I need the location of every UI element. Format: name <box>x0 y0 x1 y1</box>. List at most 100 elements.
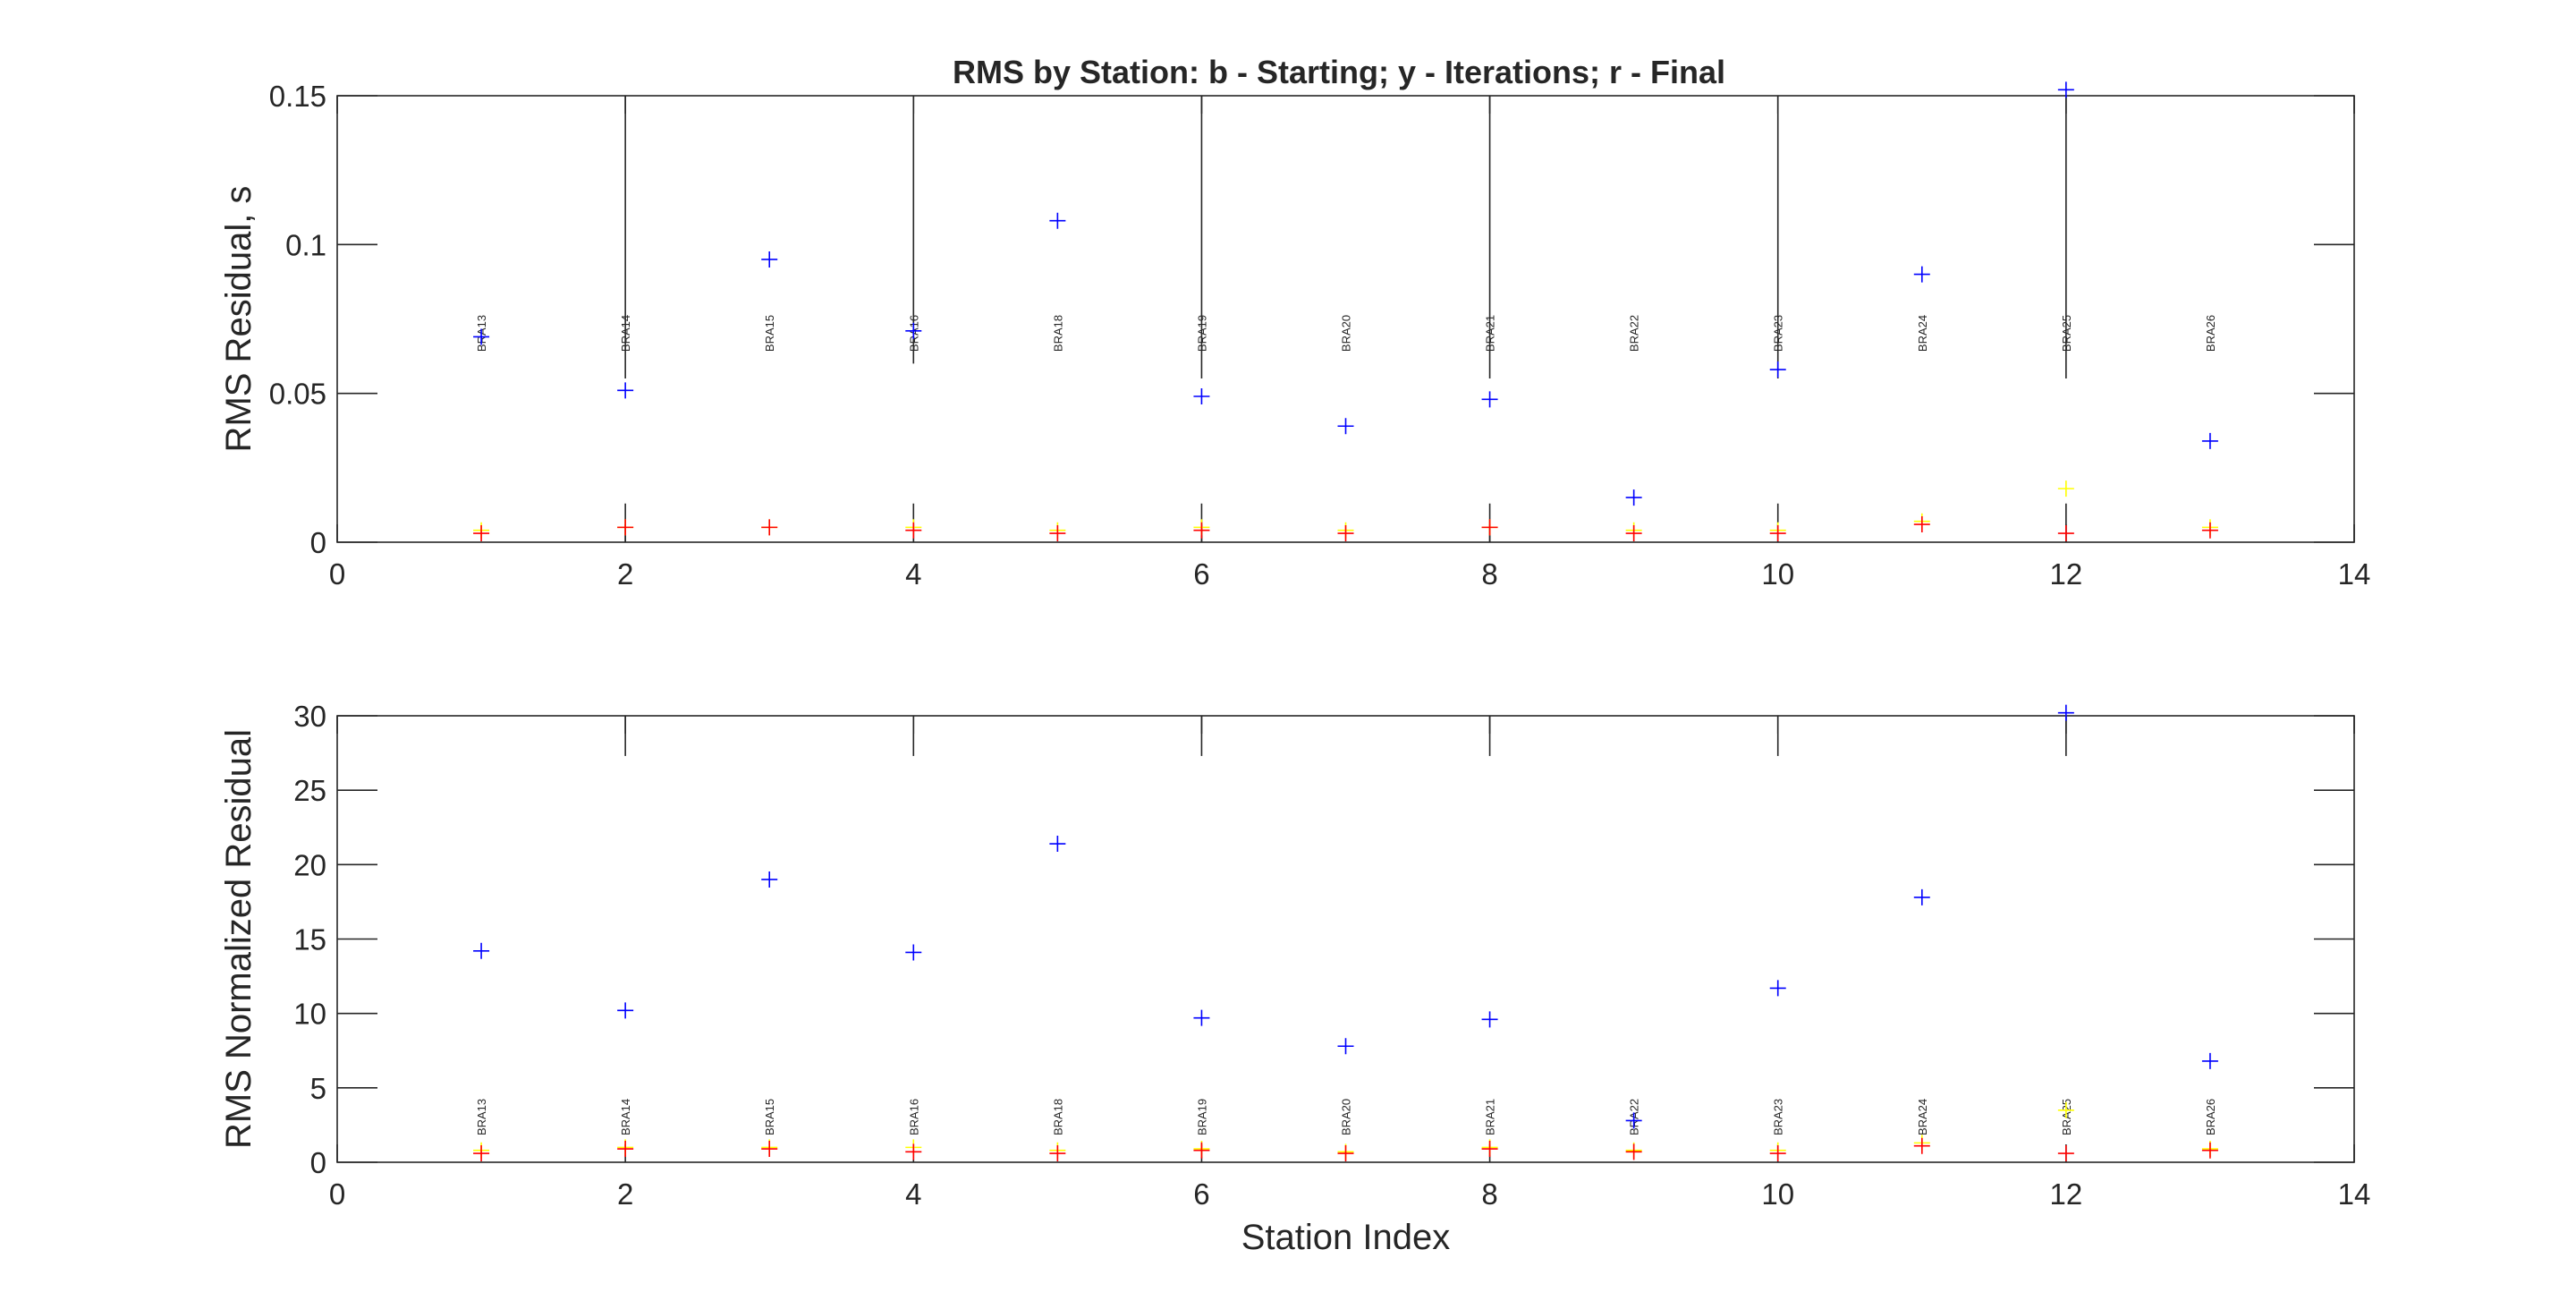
data-point-marker <box>1337 1145 1354 1162</box>
data-point-marker <box>1625 1143 1642 1160</box>
data-point-marker <box>1913 516 1930 533</box>
y-tick-label: 20 <box>293 848 326 881</box>
data-point-marker <box>905 1143 922 1160</box>
data-point-marker <box>1625 489 1642 506</box>
station-label: BRA20 <box>1340 1099 1353 1135</box>
data-point-marker <box>617 519 634 536</box>
data-point-marker <box>1049 212 1066 229</box>
station-label: BRA18 <box>1051 1099 1064 1135</box>
data-point-marker <box>1337 525 1354 542</box>
x-tick-label: 14 <box>2338 557 2371 591</box>
data-point-marker <box>1193 387 1210 404</box>
y-tick-label: 25 <box>293 774 326 807</box>
data-point-marker <box>617 1002 634 1019</box>
x-tick-label: 6 <box>1193 1177 1209 1211</box>
station-label: BRA14 <box>619 315 632 352</box>
x-tick-label: 10 <box>1761 557 1794 591</box>
y-axis-label: RMS Normalized Residual <box>219 729 258 1149</box>
x-axis-label: Station Index <box>1241 1218 1451 1257</box>
data-point-marker <box>1193 1142 1210 1159</box>
rms-normalized-residual-plot: 0 2 4 6 8 10 12 14 0 5 10 15 20 25 30 Station Index RMS … <box>219 700 2370 1257</box>
data-point-marker <box>2201 432 2218 449</box>
station-label: BRA24 <box>1916 1099 1929 1135</box>
station-label: BRA19 <box>1195 315 1208 352</box>
y-tick-label: 0.05 <box>269 378 326 411</box>
y-tick-label: 30 <box>293 700 326 733</box>
rms-residual-plot: 0 2 4 6 8 10 12 14 0 0.05 0.1 0.15 RMS Residual, s BR… <box>219 80 2370 591</box>
data-point-marker <box>2057 525 2074 542</box>
y-tick-label: 0 <box>310 1146 326 1179</box>
station-label: BRA18 <box>1051 315 1064 352</box>
y-tick-label: 0.1 <box>285 228 326 261</box>
data-point-marker <box>473 1145 490 1162</box>
data-point-marker <box>1625 1112 1642 1129</box>
data-point-marker <box>905 522 922 539</box>
station-label: BRA21 <box>1484 1099 1497 1135</box>
data-point-marker <box>1193 522 1210 539</box>
data-point-marker <box>1625 525 1642 542</box>
x-tick-label: 12 <box>2049 557 2082 591</box>
data-point-marker <box>1913 888 1930 905</box>
x-tick-label: 10 <box>1761 1177 1794 1211</box>
axes-box <box>336 95 2355 543</box>
data-point-marker <box>1769 361 1786 378</box>
data-point-marker <box>1481 1011 1498 1028</box>
x-tick-label: 2 <box>617 1177 633 1211</box>
data-point-marker <box>1769 525 1786 542</box>
data-point-marker <box>905 944 922 961</box>
data-point-marker <box>2201 1052 2218 1069</box>
x-tick-label: 8 <box>1481 1177 1497 1211</box>
station-label: BRA23 <box>1772 1099 1785 1135</box>
station-label: BRA20 <box>1340 315 1353 352</box>
station-label: BRA16 <box>907 1099 920 1135</box>
axes-box <box>336 715 2355 1163</box>
station-label: BRA26 <box>2204 315 2217 352</box>
data-point-marker <box>905 322 922 339</box>
x-tick-label: 8 <box>1481 557 1497 591</box>
data-point-marker <box>473 942 490 959</box>
x-tick-label: 0 <box>329 557 345 591</box>
data-point-marker <box>1913 1137 1930 1154</box>
y-axis-label: RMS Residual, s <box>219 186 258 453</box>
data-point-marker <box>1049 1145 1066 1162</box>
data-point-marker <box>2057 1145 2074 1162</box>
data-point-marker <box>617 1141 634 1158</box>
x-tick-label: 4 <box>905 1177 921 1211</box>
data-point-marker <box>2057 480 2074 497</box>
station-label: BRA26 <box>2204 1099 2217 1135</box>
station-label: BRA15 <box>763 315 776 352</box>
x-tick-label: 14 <box>2338 1177 2371 1211</box>
figure-title: RMS by Station: b - Starting; y - Iterat… <box>953 54 1725 90</box>
x-tick-label: 4 <box>905 557 921 591</box>
data-point-marker <box>1769 1145 1786 1162</box>
data-point-marker <box>761 871 778 888</box>
data-point-marker <box>1481 519 1498 536</box>
x-tick-label: 6 <box>1193 557 1209 591</box>
data-point-marker <box>1337 1038 1354 1055</box>
station-label: BRA21 <box>1484 315 1497 352</box>
y-tick-label: 0.15 <box>269 80 326 113</box>
data-point-marker <box>473 328 490 345</box>
y-tick-label: 10 <box>293 998 326 1031</box>
x-tick-label: 12 <box>2049 1177 2082 1211</box>
y-tick-label: 5 <box>310 1072 326 1105</box>
data-point-marker <box>2201 522 2218 539</box>
data-point-marker <box>761 519 778 536</box>
station-label: BRA22 <box>1628 315 1641 352</box>
data-point-marker <box>1193 1009 1210 1026</box>
station-label: BRA15 <box>763 1099 776 1135</box>
data-point-marker <box>1049 525 1066 542</box>
data-point-marker <box>1913 266 1930 283</box>
data-point-marker <box>1769 980 1786 997</box>
data-point-marker <box>1337 418 1354 435</box>
station-label: BRA19 <box>1195 1099 1208 1135</box>
data-point-marker <box>2057 1101 2074 1118</box>
data-point-marker <box>2201 1142 2218 1159</box>
x-tick-label: 0 <box>329 1177 345 1211</box>
station-label: BRA24 <box>1916 315 1929 352</box>
data-point-marker <box>761 1141 778 1158</box>
data-point-marker <box>761 251 778 268</box>
data-point-marker <box>2057 81 2074 98</box>
station-label: BRA13 <box>475 1099 488 1135</box>
